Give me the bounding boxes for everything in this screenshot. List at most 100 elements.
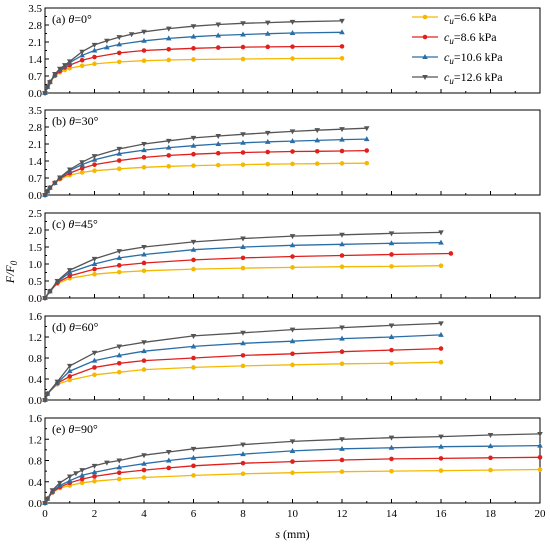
y-tick-label: 0.7 [28, 71, 42, 83]
data-point [128, 32, 135, 38]
data-point [339, 325, 345, 331]
series-1 [42, 148, 370, 198]
data-point [79, 52, 85, 58]
data-point [116, 352, 123, 358]
data-point [73, 471, 79, 477]
data-point [92, 474, 97, 479]
data-point [240, 340, 246, 346]
y-tick-label: 1.6 [28, 413, 42, 425]
data-point [537, 467, 543, 472]
data-point [141, 453, 147, 459]
x-tick-label: 18 [485, 508, 497, 520]
data-point [339, 264, 345, 270]
data-point [91, 463, 98, 469]
legend-entry: cu=6.6 kPa [412, 10, 497, 26]
data-point [488, 467, 493, 473]
data-point [47, 80, 53, 86]
data-point [191, 257, 196, 263]
data-point [339, 29, 345, 35]
data-point [44, 391, 51, 397]
data-point [42, 501, 48, 506]
y-tick-label: 3.5 [28, 105, 42, 117]
data-point [240, 31, 246, 37]
data-point [215, 162, 221, 168]
x-tick-label: 0 [42, 508, 48, 520]
data-point [438, 434, 444, 440]
y-axis-label: F/F0 [3, 260, 19, 284]
data-point [166, 57, 172, 63]
data-point [438, 346, 444, 351]
data-point [141, 37, 147, 43]
data-point [290, 265, 295, 270]
data-point [141, 358, 147, 363]
data-point [190, 24, 197, 30]
data-point [289, 327, 296, 333]
data-point [289, 138, 296, 144]
x-tick-label: 14 [386, 508, 398, 520]
data-point [66, 368, 73, 374]
data-point [141, 245, 147, 250]
data-point [265, 161, 271, 167]
data-point [92, 168, 97, 174]
panel-title: (e) θ=90° [52, 422, 98, 436]
data-point [116, 146, 123, 152]
data-point [141, 147, 147, 153]
legend-entry: cu=12.6 kPa [412, 70, 503, 86]
series-3 [42, 230, 444, 301]
y-tick-label: 1.4 [28, 156, 42, 168]
panel-title: (b) θ=30° [52, 114, 99, 128]
y-tick-label: 0.4 [28, 477, 42, 489]
data-point [389, 264, 394, 269]
data-point [116, 249, 123, 255]
data-point [91, 47, 98, 53]
panel-title: (c) θ=45° [52, 217, 98, 231]
x-tick-label: 12 [337, 508, 348, 520]
data-point [116, 476, 122, 482]
data-point [240, 330, 246, 336]
series-line [44, 45, 343, 94]
y-tick-label: 3.5 [28, 3, 42, 15]
data-point [240, 162, 246, 167]
data-point [79, 476, 85, 482]
data-point [438, 456, 444, 461]
series-2 [42, 29, 345, 95]
data-point [215, 141, 222, 146]
data-point [116, 464, 123, 470]
panel-title: (a) θ=0° [52, 12, 92, 26]
data-point [388, 240, 395, 246]
data-point [290, 44, 295, 49]
data-point [57, 66, 63, 72]
data-point [91, 42, 98, 48]
data-point [339, 232, 345, 238]
data-point [116, 158, 122, 163]
data-point [66, 477, 73, 483]
data-point [92, 54, 97, 60]
y-tick-label: 0.0 [28, 395, 42, 407]
y-tick-label: 0.8 [28, 353, 42, 365]
series-line [44, 31, 343, 94]
series-line [44, 231, 442, 299]
series-1 [42, 44, 345, 96]
data-point [314, 161, 320, 166]
data-point [190, 33, 197, 39]
data-point [215, 45, 221, 50]
data-point [215, 32, 222, 38]
data-point [289, 129, 296, 135]
series-3 [42, 431, 543, 506]
data-point [264, 130, 271, 136]
data-point [191, 355, 196, 361]
data-point [79, 165, 85, 171]
y-tick-label: 2.1 [28, 37, 42, 49]
data-point [166, 46, 172, 52]
data-point [116, 254, 123, 260]
data-point [314, 137, 321, 143]
data-point [488, 455, 493, 461]
panel-c: 0.0 0.5 1.0 1.5 2.0 2.5 (c) θ=45° [28, 208, 541, 305]
data-point [388, 323, 395, 329]
legend-marker [422, 14, 428, 20]
data-point [44, 496, 51, 502]
data-point [141, 475, 147, 480]
data-point [116, 41, 123, 47]
data-point [240, 132, 246, 138]
